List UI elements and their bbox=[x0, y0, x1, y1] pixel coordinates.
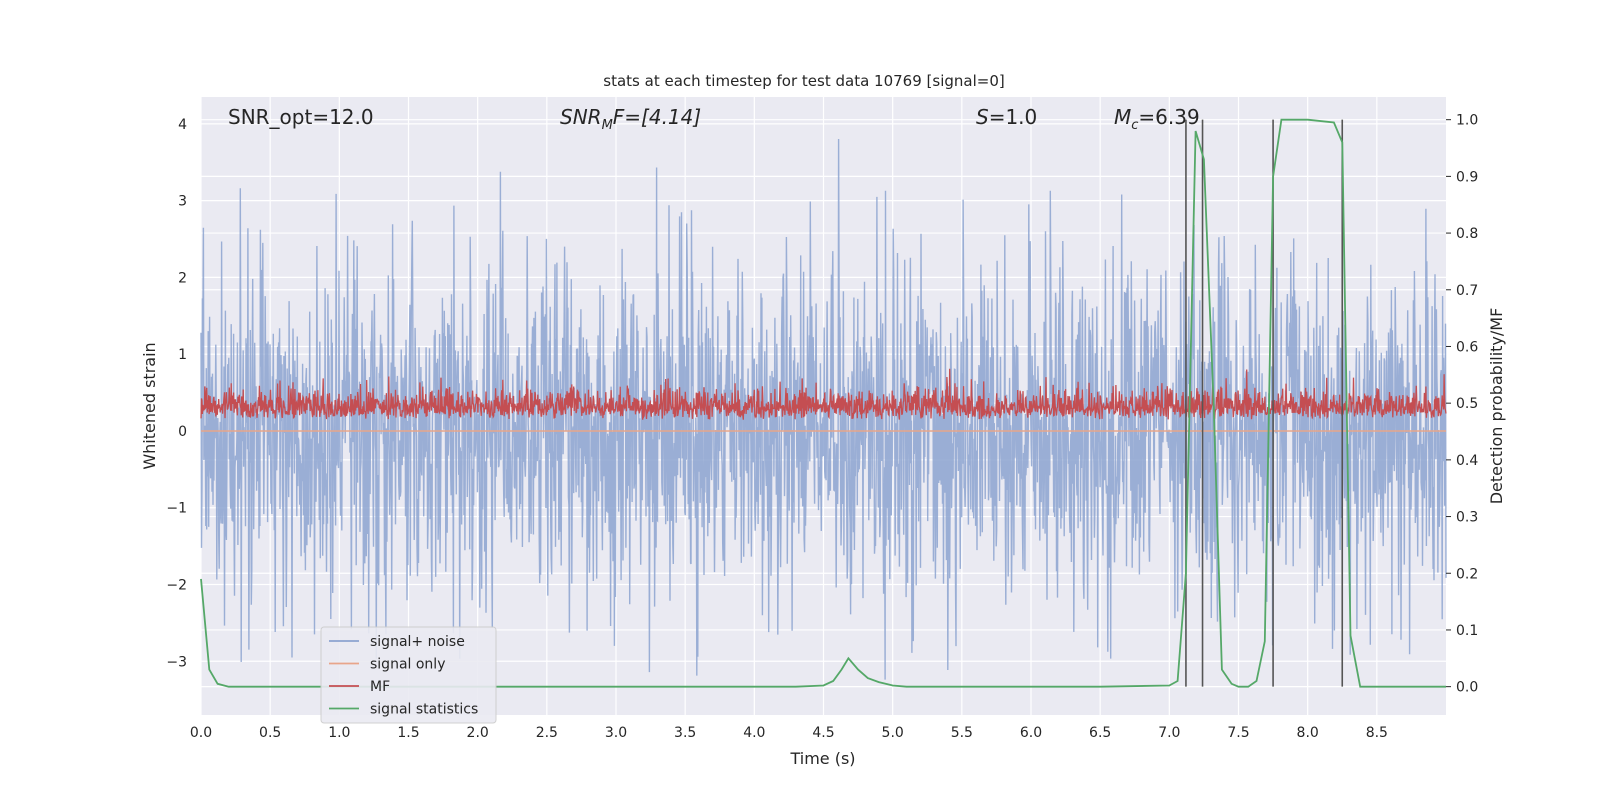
annotation-mc: Mc=6.39 bbox=[1114, 105, 1200, 133]
mc-val: =6.39 bbox=[1138, 105, 1199, 129]
mf-line bbox=[200, 368, 1447, 420]
x-tick-label: 1.0 bbox=[328, 725, 350, 741]
y-tick-label: 3 bbox=[178, 194, 187, 210]
series-mf bbox=[200, 368, 1447, 420]
x-tick-label: 2.0 bbox=[467, 725, 489, 741]
legend-label: MF bbox=[370, 679, 390, 695]
snr-mf-sub: M bbox=[602, 118, 613, 133]
x-tick-label: 3.5 bbox=[674, 725, 696, 741]
y-right-tick-label: 0.3 bbox=[1456, 510, 1478, 526]
y-right-tick-label: 0.0 bbox=[1456, 680, 1478, 696]
annotation-snr-mf: SNRMF=[4.14] bbox=[560, 105, 701, 133]
legend-box bbox=[320, 626, 497, 724]
x-tick-label: 7.5 bbox=[1227, 725, 1249, 741]
y-tick-label: 0 bbox=[178, 424, 187, 440]
y-right-tick-label: 0.6 bbox=[1456, 339, 1478, 355]
legend-label: signal only bbox=[370, 657, 445, 673]
series-signal-noise bbox=[200, 138, 1447, 680]
mc-sub: c bbox=[1131, 118, 1138, 133]
x-tick-label: 4.5 bbox=[812, 725, 834, 741]
x-tick-label: 7.0 bbox=[1158, 725, 1180, 741]
y-right-axis-ticks: 0.0 0.1 0.2 0.3 0.4 0.5 0.6 0.7 0.8 0.9 1.0 bbox=[1446, 113, 1478, 696]
x-tick-label: 5.0 bbox=[882, 725, 904, 741]
legend-entries: signal+ noise signal only MF signal statist… bbox=[329, 634, 478, 718]
x-tick-label: 8.5 bbox=[1366, 725, 1388, 741]
y-tick-label: 1 bbox=[178, 347, 187, 363]
x-tick-label: 6.0 bbox=[1020, 725, 1042, 741]
y-right-axis-label: Detection probability/MF bbox=[1487, 308, 1506, 505]
x-tick-label: 6.5 bbox=[1089, 725, 1111, 741]
y-right-tick-label: 0.1 bbox=[1456, 623, 1478, 639]
noise-line bbox=[200, 138, 1447, 680]
y-right-tick-label: 0.2 bbox=[1456, 566, 1478, 582]
legend: signal+ noise signal only MF signal statist… bbox=[320, 626, 497, 724]
x-axis-label: Time (s) bbox=[789, 749, 855, 768]
snr-mf-base: SNR bbox=[560, 105, 602, 129]
chart-title: stats at each timestep for test data 107… bbox=[603, 72, 1004, 90]
annotation-snr-opt: SNR_opt=12.0 bbox=[228, 105, 374, 129]
y-tick-label: 2 bbox=[178, 270, 187, 286]
signal-statistics-line bbox=[200, 118, 1446, 688]
x-tick-label: 5.5 bbox=[951, 725, 973, 741]
annotation-s: S=1.0 bbox=[976, 105, 1037, 129]
x-tick-label: 0.0 bbox=[190, 725, 212, 741]
y-right-tick-label: 0.5 bbox=[1456, 396, 1478, 412]
y-right-tick-label: 0.8 bbox=[1456, 226, 1478, 242]
y-right-tick-label: 0.7 bbox=[1456, 283, 1478, 299]
snr-mf-tail: F=[4.14] bbox=[613, 105, 701, 129]
legend-label: signal statistics bbox=[370, 702, 478, 718]
s-var: S bbox=[976, 105, 989, 129]
x-tick-label: 2.5 bbox=[536, 725, 558, 741]
x-tick-label: 1.5 bbox=[397, 725, 419, 741]
y-axis-ticks: −3 −2 −1 0 1 2 3 4 bbox=[166, 117, 187, 670]
legend-label: signal+ noise bbox=[370, 634, 465, 650]
mc-var: M bbox=[1114, 105, 1131, 129]
x-tick-label: 4.0 bbox=[743, 725, 765, 741]
s-val: =1.0 bbox=[989, 105, 1038, 129]
x-axis-ticks: 0.0 0.5 1.0 1.5 2.0 2.5 3.0 3.5 4.0 4.5 5.0 5.5 6.0 6… bbox=[190, 725, 1388, 741]
x-tick-label: 0.5 bbox=[259, 725, 281, 741]
y-tick-label: −3 bbox=[166, 654, 187, 670]
y-tick-label: −1 bbox=[166, 501, 187, 517]
y-right-tick-label: 1.0 bbox=[1456, 113, 1478, 129]
y-tick-label: 4 bbox=[178, 117, 187, 133]
x-tick-label: 8.0 bbox=[1297, 725, 1319, 741]
series-signal-statistics bbox=[200, 118, 1446, 688]
x-tick-label: 3.0 bbox=[605, 725, 627, 741]
y-right-tick-label: 0.9 bbox=[1456, 169, 1478, 185]
y-axis-label: Whitened strain bbox=[140, 342, 159, 469]
y-tick-label: −2 bbox=[166, 577, 187, 593]
y-right-tick-label: 0.4 bbox=[1456, 453, 1478, 469]
